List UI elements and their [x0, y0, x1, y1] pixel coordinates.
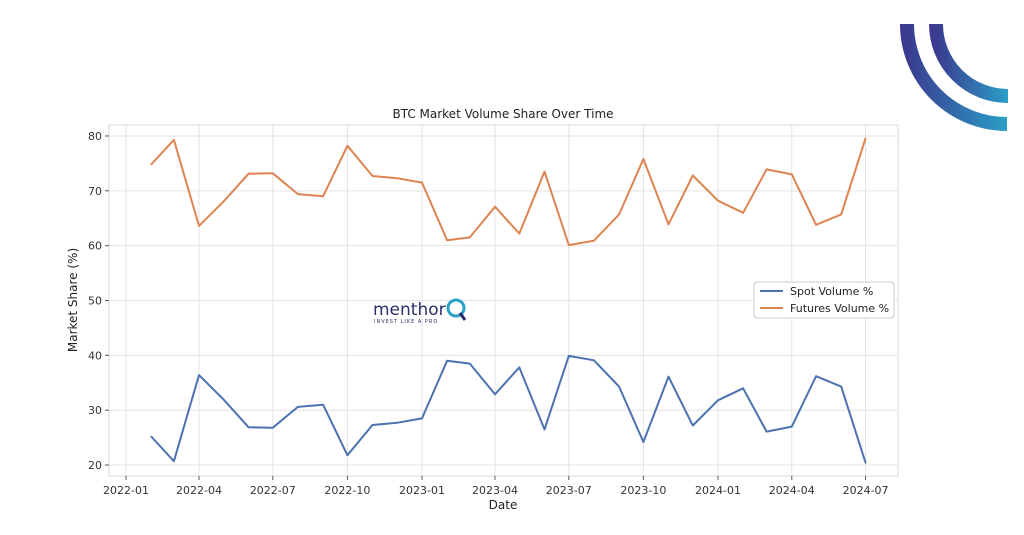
- series-line-futures: [150, 137, 867, 247]
- data-point-spot: [840, 385, 843, 388]
- x-tick-label: 2022-04: [176, 484, 222, 497]
- data-point-futures: [322, 195, 324, 198]
- logo-q-icon: [446, 298, 467, 321]
- data-point-futures: [717, 199, 719, 202]
- legend-box: [753, 281, 895, 319]
- data-point-spot: [272, 426, 274, 429]
- data-point-spot: [742, 387, 744, 390]
- data-point-futures: [247, 173, 250, 175]
- data-point-futures: [642, 158, 645, 160]
- logo-tagline: INVEST LIKE A PRO: [374, 319, 438, 325]
- data-point-futures: [667, 223, 670, 226]
- data-point-futures: [150, 163, 152, 166]
- y-axis-label: Market Share (%): [66, 248, 80, 352]
- y-axis-ticks: 20 30 40 50 60 70 80: [88, 130, 109, 472]
- data-point-spot: [543, 428, 546, 431]
- data-point-spot: [150, 435, 152, 438]
- brand-arcs-icon: [900, 23, 1009, 131]
- data-point-spot: [593, 359, 595, 362]
- data-point-futures: [765, 168, 768, 171]
- data-point-spot: [297, 406, 299, 408]
- data-point-futures: [840, 213, 843, 216]
- data-point-spot: [346, 454, 349, 456]
- data-point-spot: [717, 399, 719, 402]
- data-point-spot: [790, 425, 793, 428]
- data-point-spot: [371, 424, 374, 426]
- data-point-futures: [593, 239, 595, 242]
- data-point-spot: [494, 393, 496, 396]
- y-tick-label: 50: [88, 295, 102, 308]
- legend: Spot Volume % Futures Volume %: [753, 281, 895, 319]
- data-point-spot: [421, 417, 423, 420]
- data-point-futures: [446, 239, 448, 241]
- y-tick-label: 20: [88, 459, 102, 472]
- x-tick-label: 2023-10: [620, 484, 666, 497]
- data-point-futures: [518, 232, 521, 235]
- y-tick-label: 80: [88, 130, 102, 143]
- logo-wordmark: menthor: [373, 300, 446, 320]
- data-point-futures: [198, 225, 200, 227]
- data-point-futures: [272, 172, 274, 175]
- data-point-futures: [371, 175, 374, 177]
- data-point-spot: [446, 360, 448, 362]
- data-point-futures: [543, 170, 546, 173]
- legend-label-futures: Futures Volume %: [790, 302, 889, 315]
- x-tick-label: 2023-01: [399, 484, 445, 497]
- data-point-spot: [173, 460, 175, 462]
- data-point-spot: [322, 403, 324, 406]
- series-line-spot: [150, 354, 867, 464]
- data-point-futures: [222, 200, 225, 203]
- chart-title: BTC Market Volume Share Over Time: [392, 107, 613, 121]
- data-point-spot: [567, 355, 570, 357]
- data-point-futures: [173, 139, 175, 141]
- y-tick-label: 40: [88, 349, 102, 362]
- data-point-futures: [346, 145, 349, 147]
- x-tick-label: 2023-07: [546, 484, 592, 497]
- data-point-spot: [815, 375, 817, 377]
- data-point-spot: [396, 422, 398, 424]
- menthor-logo: menthor INVEST LIKE A PRO: [373, 298, 467, 325]
- data-point-futures: [742, 211, 744, 214]
- data-point-spot: [222, 398, 225, 401]
- data-point-spot: [469, 362, 471, 365]
- y-tick-label: 60: [88, 240, 102, 253]
- x-axis-ticks: 2022-01 2022-04 2022-07 2022-10 2023-01 2023-…: [103, 476, 889, 497]
- series-layer: [150, 137, 867, 464]
- data-point-spot: [198, 374, 200, 376]
- x-tick-label: 2024-07: [843, 484, 889, 497]
- data-point-futures: [790, 173, 793, 176]
- data-point-futures: [494, 205, 496, 208]
- data-point-futures: [297, 193, 299, 195]
- data-point-spot: [667, 375, 670, 378]
- x-axis-label: Date: [489, 498, 518, 512]
- x-tick-label: 2022-01: [103, 484, 149, 497]
- data-point-spot: [247, 426, 250, 428]
- x-tick-label: 2022-10: [324, 484, 370, 497]
- x-tick-label: 2022-07: [250, 484, 296, 497]
- x-tick-label: 2024-04: [769, 484, 815, 497]
- x-tick-label: 2024-01: [695, 484, 741, 497]
- data-point-futures: [815, 224, 817, 226]
- data-point-futures: [567, 244, 570, 246]
- data-point-spot: [864, 462, 867, 464]
- data-point-spot: [618, 385, 620, 388]
- x-tick-label: 2023-04: [472, 484, 518, 497]
- y-tick-label: 30: [88, 404, 102, 417]
- data-point-futures: [396, 177, 398, 179]
- data-point-spot: [692, 424, 694, 427]
- data-point-spot: [518, 366, 521, 369]
- data-point-futures: [864, 137, 867, 139]
- y-tick-label: 70: [88, 185, 102, 198]
- data-point-spot: [765, 430, 768, 433]
- data-point-spot: [642, 441, 645, 443]
- legend-label-spot: Spot Volume %: [790, 285, 873, 298]
- data-point-futures: [692, 174, 694, 177]
- data-point-futures: [421, 181, 423, 184]
- data-point-futures: [618, 213, 620, 216]
- data-point-futures: [469, 236, 471, 239]
